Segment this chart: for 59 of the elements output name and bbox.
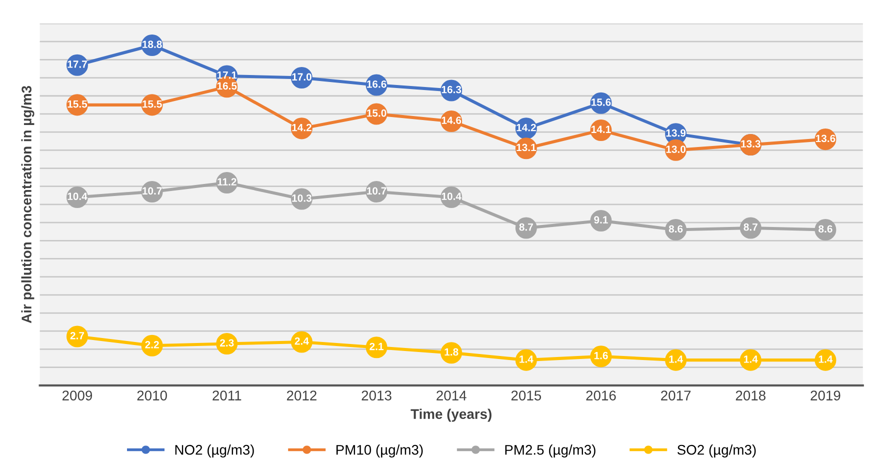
- data-label: 15.5: [68, 100, 88, 108]
- data-label: 17.1: [217, 72, 237, 79]
- legend-label: PM2.5 (µg/m3): [505, 444, 596, 458]
- x-tick-label: 2012: [286, 390, 316, 400]
- data-label: 8.6: [668, 225, 683, 233]
- data-label: 10.4: [442, 192, 462, 200]
- data-label: 13.1: [516, 144, 536, 152]
- data-label: 13.0: [666, 146, 686, 153]
- legend-label: SO2 (µg/m3): [677, 444, 756, 458]
- data-label: 1.4: [520, 356, 534, 363]
- data-label: 1.6: [594, 352, 608, 360]
- data-label: 13.3: [741, 140, 760, 148]
- data-label: 17.7: [68, 60, 87, 68]
- data-label: 14.2: [516, 124, 536, 132]
- data-label: 10.3: [292, 194, 312, 202]
- x-tick-label: 2015: [511, 390, 542, 400]
- data-label: 8.7: [744, 223, 758, 231]
- data-label: 14.6: [442, 116, 462, 124]
- data-label: 9.1: [594, 216, 608, 224]
- data-label: 1.4: [669, 356, 684, 363]
- x-axis-title: Time (years): [410, 408, 492, 422]
- data-label: 2.4: [294, 337, 309, 345]
- x-tick-label: 2009: [62, 390, 92, 400]
- data-label: 15.5: [142, 100, 162, 108]
- data-label: 15.6: [592, 98, 611, 106]
- x-tick-label: 2014: [436, 390, 466, 400]
- x-tick-label: 2013: [362, 390, 392, 400]
- data-label: 15.0: [367, 109, 386, 117]
- data-label: 18.8: [142, 40, 162, 48]
- data-label: 2.3: [220, 339, 234, 347]
- x-tick-label: 2018: [736, 390, 766, 400]
- data-label: 1.8: [444, 348, 458, 356]
- data-label: 2.1: [370, 342, 384, 350]
- data-label: 17.0: [292, 73, 312, 81]
- data-label: 10.7: [367, 187, 386, 195]
- y-axis-title: Air pollution concentration in µg/m3: [21, 86, 34, 324]
- x-tick-label: 2017: [661, 390, 691, 400]
- legend-label: NO2 (µg/m3): [175, 444, 254, 458]
- data-label: 10.7: [142, 187, 162, 195]
- legend-label: PM10 (µg/m3): [336, 444, 423, 458]
- data-label: 16.3: [442, 86, 462, 94]
- data-label: 8.6: [818, 225, 832, 233]
- data-label: 11.2: [218, 178, 236, 186]
- data-label: 13.9: [666, 129, 686, 137]
- data-label: 1.4: [818, 356, 833, 363]
- data-label: 13.6: [816, 134, 836, 142]
- x-tick-label: 2019: [810, 390, 840, 400]
- data-label: 14.1: [592, 126, 611, 133]
- data-label: 8.7: [519, 223, 533, 231]
- x-tick-label: 2016: [586, 390, 616, 400]
- x-tick-label: 2010: [137, 390, 167, 400]
- data-label: 16.6: [367, 80, 386, 88]
- data-label: 10.4: [68, 192, 88, 200]
- x-tick-label: 2011: [212, 390, 242, 400]
- data-label: 2.2: [145, 341, 159, 348]
- data-label: 1.4: [744, 356, 758, 363]
- data-label: 2.7: [70, 332, 84, 340]
- data-label: 14.2: [292, 124, 312, 132]
- data-label: 16.5: [217, 82, 237, 90]
